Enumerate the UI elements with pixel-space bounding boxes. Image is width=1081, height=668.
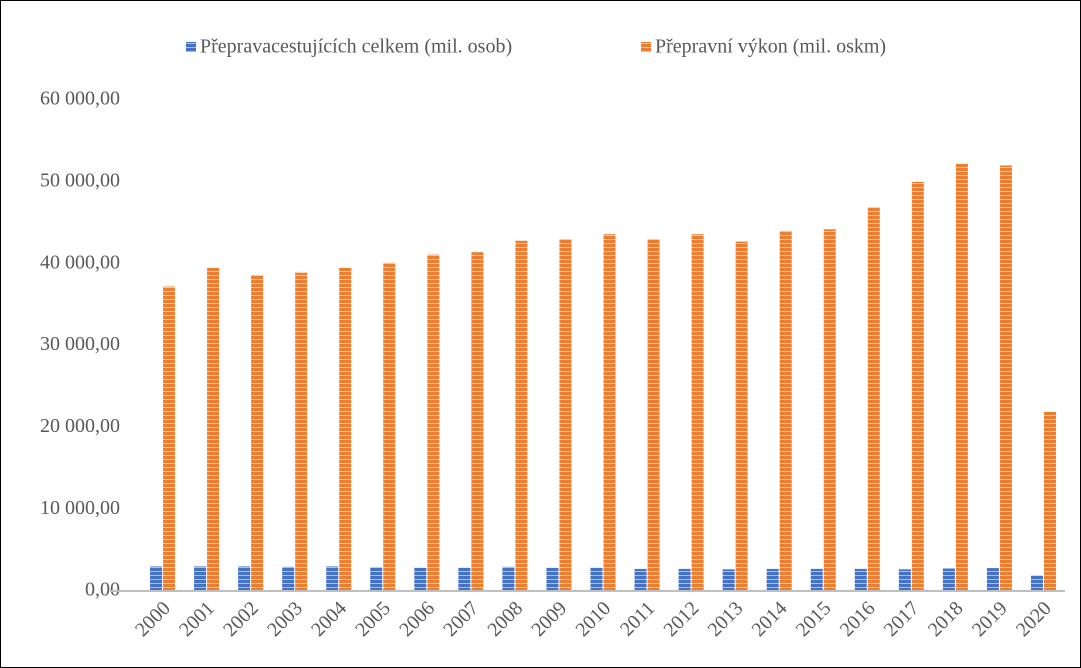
bar <box>735 241 748 592</box>
bar <box>414 567 427 591</box>
bar <box>251 275 264 591</box>
bar <box>339 267 352 591</box>
y-tick-label: 60 000,00 <box>40 88 120 110</box>
bar <box>603 234 616 591</box>
y-tick-label: 0,00 <box>85 579 120 601</box>
legend-swatch <box>186 42 196 52</box>
bar <box>647 239 660 591</box>
bar <box>150 566 163 591</box>
legend-swatch <box>641 42 651 52</box>
y-tick-label: 10 000,00 <box>40 497 120 519</box>
bar <box>559 239 572 591</box>
bar <box>383 262 396 591</box>
bar <box>515 240 528 591</box>
y-tick-label: 20 000,00 <box>40 415 120 437</box>
bar <box>207 267 220 591</box>
y-tick-label: 50 000,00 <box>40 169 120 191</box>
bar <box>898 569 911 591</box>
bar <box>282 566 295 591</box>
bar <box>590 567 603 591</box>
bar <box>634 568 647 591</box>
bar <box>766 568 779 591</box>
bar <box>458 567 471 591</box>
bar <box>986 568 999 591</box>
bar <box>194 566 207 591</box>
bar <box>691 234 704 591</box>
bar <box>854 568 867 591</box>
legend-label: Přepravní výkon (mil. oskm) <box>655 36 886 58</box>
y-tick-label: 40 000,00 <box>40 251 120 273</box>
bar <box>823 229 836 591</box>
bar <box>326 566 339 591</box>
bar <box>502 566 515 591</box>
bar <box>546 567 559 591</box>
bar <box>867 207 880 591</box>
bar <box>722 569 735 591</box>
legend-label: Přepravacestujících celkem (mil. osob) <box>200 36 512 58</box>
bar <box>238 566 251 591</box>
bar <box>810 568 823 591</box>
bar <box>911 181 924 592</box>
bar <box>1030 575 1043 591</box>
bar <box>942 568 955 591</box>
bar <box>163 286 176 591</box>
bar <box>678 568 691 591</box>
bar <box>779 230 792 591</box>
y-tick-label: 30 000,00 <box>40 333 120 355</box>
bar <box>427 254 440 592</box>
bar <box>370 567 383 591</box>
bar <box>955 163 968 591</box>
bar <box>471 252 484 591</box>
bar <box>999 165 1012 591</box>
bar <box>295 272 308 591</box>
bar <box>1043 411 1056 591</box>
